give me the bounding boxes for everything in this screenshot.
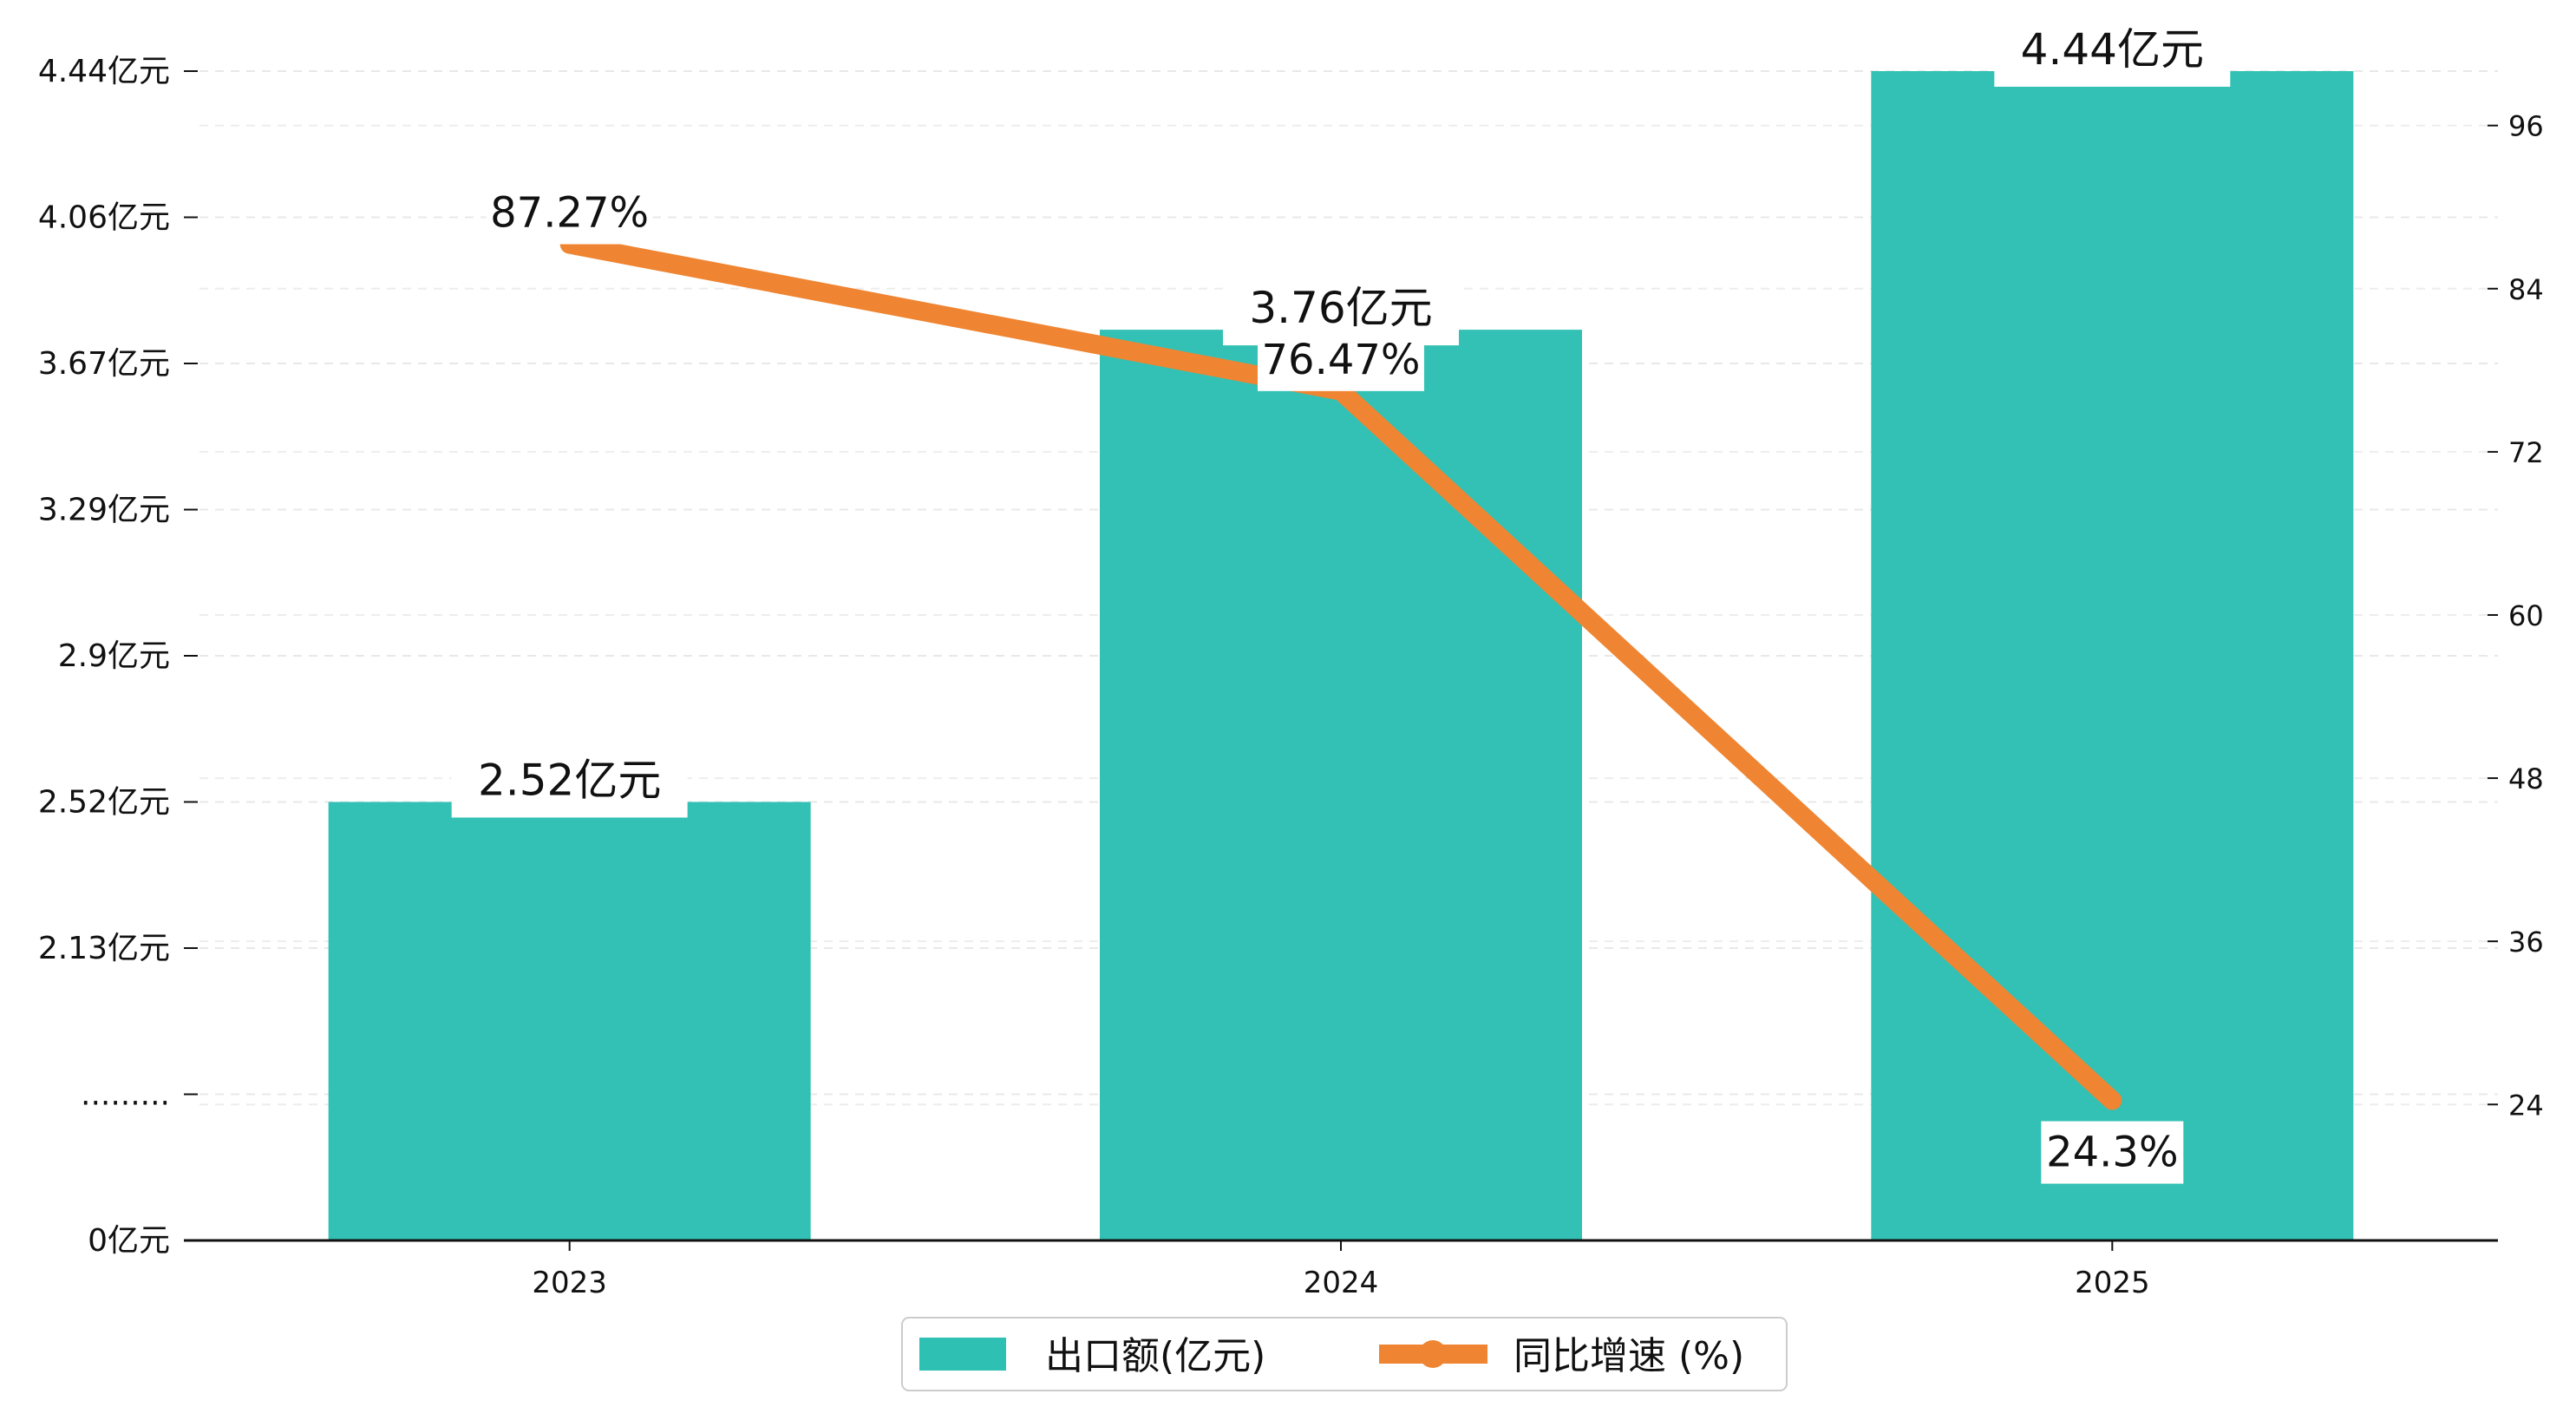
- bar-value-label: 2.52亿元: [478, 756, 661, 806]
- legend-swatch-bar: [919, 1338, 1006, 1371]
- legend-label-line: 同比增速 (%): [1514, 1334, 1744, 1378]
- y-right-tick-label: 60: [2508, 599, 2544, 632]
- y-right-tick-label: 36: [2508, 926, 2544, 959]
- bar-label-box: [1994, 23, 2231, 87]
- bar-2024: [1100, 330, 1582, 1241]
- line-value-label: 87.27%: [490, 189, 649, 238]
- bar-2025: [1871, 71, 2354, 1240]
- bar-label-box: [451, 753, 688, 818]
- line-value-label: 76.47%: [1261, 336, 1420, 384]
- line-value-labels: 87.27% 76.47% 24.3%: [486, 181, 2184, 1184]
- legend-box: [901, 1317, 1788, 1391]
- line-label-box: [486, 181, 653, 245]
- y-right-tick-label: 84: [2508, 273, 2544, 306]
- line-label-box: [1258, 328, 1424, 391]
- y-left-tick-label: 2.9亿元: [58, 638, 170, 674]
- y-left-tick-label: 4.44亿元: [38, 54, 170, 89]
- legend: 出口额(亿元) 同比增速 (%): [901, 1317, 1788, 1391]
- y-right-tick-label: 24: [2508, 1089, 2544, 1122]
- legend-marker-line: [1419, 1340, 1447, 1368]
- legend-label-bar: 出口额(亿元): [1045, 1334, 1265, 1378]
- line-value-label: 24.3%: [2046, 1129, 2178, 1177]
- growth-point-2025: [2102, 1090, 2122, 1110]
- y-left-tick-label: 0亿元: [88, 1223, 170, 1259]
- bar-series: [328, 71, 2354, 1241]
- bar-value-label: 3.76亿元: [1249, 283, 1432, 333]
- y-right-tick-label: 72: [2508, 436, 2544, 469]
- y-left-tick-label: 3.67亿元: [38, 346, 170, 382]
- y-right-tick-label: 48: [2508, 762, 2544, 795]
- y-left-tick-label: .........: [81, 1077, 170, 1113]
- axes: 2023 2024 2025 0亿元......... 2.13亿元 2.52亿元 2.9亿…: [38, 54, 2544, 1300]
- y-left-tick-label: 2.13亿元: [38, 931, 170, 966]
- x-tick-label: 2024: [1304, 1266, 1379, 1300]
- y-left-tick-label: 4.06亿元: [38, 200, 170, 236]
- x-tick-label: 2025: [2075, 1266, 2150, 1300]
- line-label-box: [2041, 1121, 2184, 1184]
- bar-2023: [328, 802, 811, 1240]
- y-left-tick-label: 3.29亿元: [38, 493, 170, 528]
- bar-value-label: 4.44亿元: [2021, 24, 2204, 75]
- y-left-tick-label: 2.52亿元: [38, 785, 170, 821]
- y-right-tick-label: 96: [2508, 110, 2544, 143]
- x-tick-label: 2023: [532, 1266, 607, 1300]
